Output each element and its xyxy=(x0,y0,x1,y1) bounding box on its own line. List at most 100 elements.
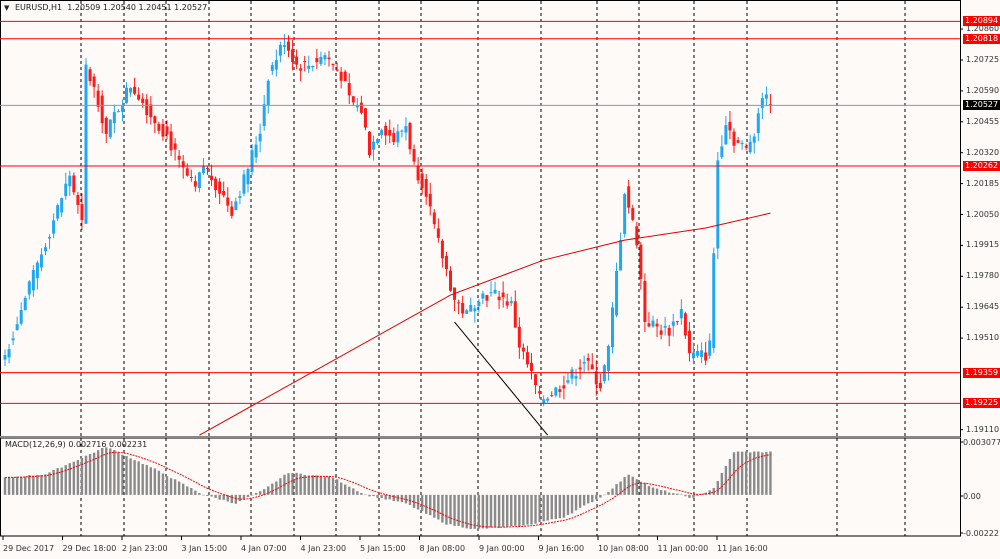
candle-body xyxy=(392,132,396,143)
macd-histogram-bar xyxy=(206,494,209,497)
candle-body xyxy=(327,57,331,60)
candle-body xyxy=(728,121,732,131)
candle-body xyxy=(768,104,772,106)
time-axis-label: 10 Jan 08:00 xyxy=(598,544,649,553)
dropdown-triangle-icon[interactable]: ▼ xyxy=(4,4,10,12)
candle-body xyxy=(120,105,124,112)
macd-histogram-bar xyxy=(121,454,124,495)
candle-body xyxy=(242,174,246,194)
candle-body xyxy=(687,330,691,354)
macd-histogram-bar xyxy=(194,490,197,495)
candle-body xyxy=(319,56,323,65)
macd-histogram-bar xyxy=(514,494,517,526)
candle-body xyxy=(80,204,84,221)
macd-histogram-bar xyxy=(392,494,395,502)
candle-body xyxy=(376,138,380,143)
macd-histogram-bar xyxy=(635,479,638,495)
macd-histogram-bar xyxy=(578,494,582,508)
candle-body xyxy=(234,201,238,211)
candle-body xyxy=(15,324,19,330)
macd-histogram-bar xyxy=(627,474,630,495)
candle-body xyxy=(104,117,108,134)
candle-body xyxy=(655,323,659,327)
candle-body xyxy=(351,96,355,103)
candle-body xyxy=(598,382,602,389)
macd-histogram-bar xyxy=(335,479,339,495)
macd-histogram-bar xyxy=(728,458,732,495)
candle-body xyxy=(347,83,351,96)
macd-histogram-bar xyxy=(109,448,112,495)
level-price-label: 1.19359 xyxy=(963,367,1000,378)
price-axis-label: 1.20320 xyxy=(966,147,1000,157)
macd-histogram-bar xyxy=(574,494,578,511)
candle-body xyxy=(193,181,197,187)
candle-body xyxy=(181,161,185,168)
macd-histogram-bar xyxy=(202,494,205,496)
pane-separator xyxy=(0,436,960,438)
candle-body xyxy=(716,160,720,249)
macd-histogram-bar xyxy=(566,494,570,516)
candle-body xyxy=(489,292,493,294)
current-price-label: 1.20527 xyxy=(963,100,1000,111)
macd-histogram-bar xyxy=(11,477,15,495)
macd-histogram-bar xyxy=(226,494,229,502)
candle-body xyxy=(416,165,420,181)
candle-body xyxy=(663,325,667,328)
candle-body xyxy=(108,119,112,138)
macd-histogram-bar xyxy=(518,494,521,527)
macd-histogram-bar xyxy=(388,494,391,500)
macd-histogram-bar xyxy=(453,494,456,526)
macd-histogram-bar xyxy=(534,494,537,524)
macd-histogram-bar xyxy=(558,494,562,519)
candle-body xyxy=(19,310,23,324)
macd-histogram-bar xyxy=(307,475,310,495)
macd-histogram-bar xyxy=(659,489,663,495)
candle-body xyxy=(602,365,606,382)
macd-histogram-bar xyxy=(190,488,193,495)
candle-body xyxy=(295,56,299,65)
candle-body xyxy=(740,143,744,145)
macd-histogram-bar xyxy=(315,475,319,495)
macd-histogram-bar xyxy=(441,494,444,523)
candle-body xyxy=(760,98,764,109)
candle-body xyxy=(3,355,7,360)
candle-body xyxy=(756,113,760,134)
time-axis-label: 4 Jan 23:00 xyxy=(300,544,347,553)
candle-body xyxy=(129,87,133,93)
macd-histogram-bar xyxy=(15,476,19,495)
macd-histogram-bar xyxy=(749,452,752,495)
time-axis-label: 9 Jan 00:00 xyxy=(479,544,525,553)
candle-body xyxy=(56,205,60,219)
candle-body xyxy=(720,146,724,157)
candle-body xyxy=(744,146,748,148)
candle-body xyxy=(177,155,181,160)
candle-body xyxy=(384,125,388,136)
macd-histogram-bar xyxy=(72,461,76,495)
candle-body xyxy=(39,254,43,268)
macd-header: MACD(12,26,9) 0.002716 0.002231 xyxy=(5,440,147,449)
macd-axis-label: -0.002221 xyxy=(963,529,1000,538)
macd-histogram-bar xyxy=(88,454,92,495)
candle-body xyxy=(68,175,72,187)
macd-histogram-bar xyxy=(352,488,355,495)
macd-histogram-bar xyxy=(210,494,213,497)
candle-body xyxy=(639,244,643,279)
candle-body xyxy=(125,87,128,104)
candle-body xyxy=(254,144,258,158)
candle-body xyxy=(432,212,436,225)
macd-label: MACD(12,26,9) xyxy=(5,440,66,449)
level-price-label: 1.20818 xyxy=(963,33,1000,44)
macd-histogram-bar xyxy=(380,494,383,499)
candle-body xyxy=(525,352,529,365)
macd-pane-frame xyxy=(0,437,961,537)
candle-body xyxy=(185,168,189,176)
candle-body xyxy=(359,102,363,113)
macd-histogram-bar xyxy=(246,494,250,498)
macd-histogram-bar xyxy=(582,494,586,506)
candle-body xyxy=(262,104,266,126)
macd-histogram-bar xyxy=(186,486,189,495)
candle-body xyxy=(752,136,756,143)
price-axis-label: 1.19110 xyxy=(966,424,1000,434)
candle-body xyxy=(574,376,578,379)
